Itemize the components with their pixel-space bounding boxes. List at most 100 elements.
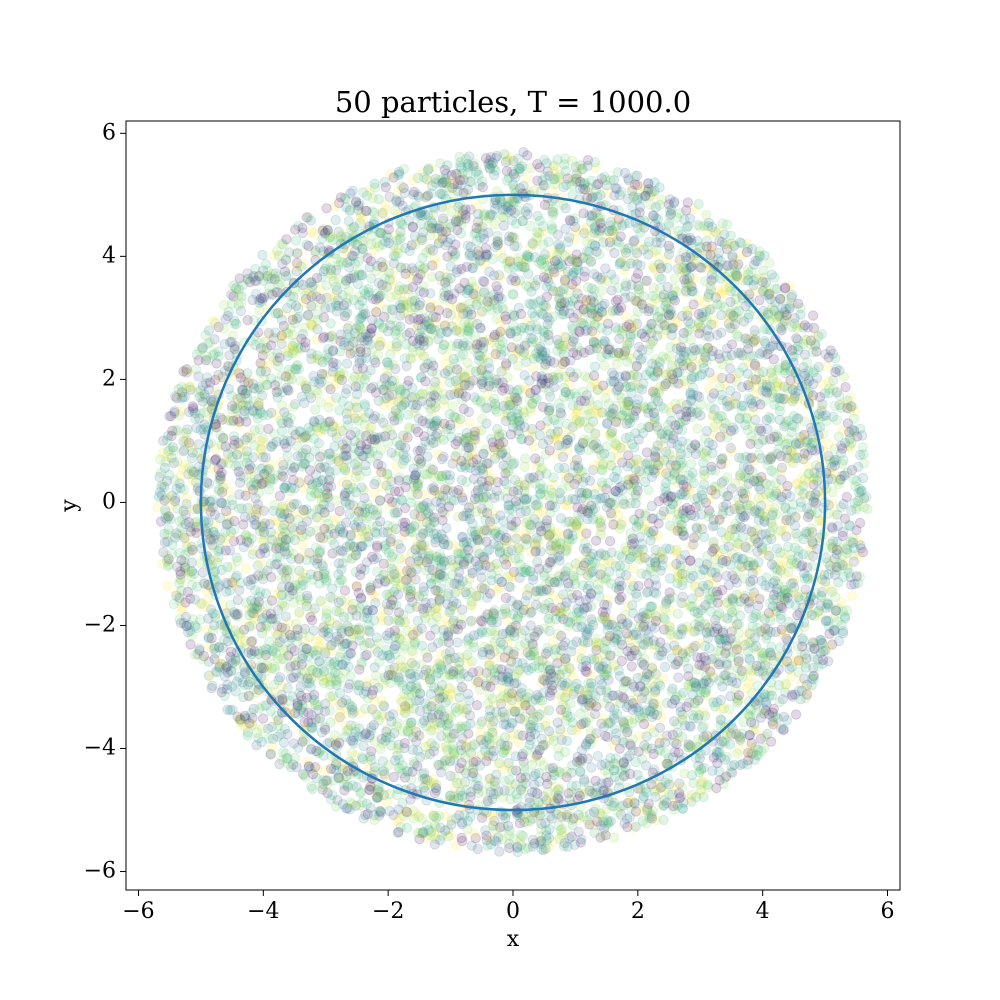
scatter-point (672, 727, 683, 738)
scatter-point (549, 434, 560, 445)
scatter-point (471, 299, 482, 310)
scatter-point (342, 781, 354, 792)
scatter-point (706, 269, 718, 280)
scatter-point (406, 717, 417, 728)
scatter-point (532, 210, 543, 222)
scatter-point (547, 730, 559, 742)
scatter-point (352, 278, 363, 290)
scatter-point (349, 520, 360, 531)
scatter-point (657, 441, 668, 453)
scatter-point (725, 691, 736, 702)
scatter-point (677, 576, 688, 587)
scatter-point (401, 822, 413, 833)
scatter-point (750, 611, 761, 622)
scatter-point (739, 471, 750, 482)
scatter-point (337, 761, 348, 773)
scatter-point (554, 766, 565, 778)
scatter-point (330, 214, 341, 226)
scatter-point (163, 430, 174, 441)
scatter-point (569, 411, 580, 422)
scatter-point (252, 413, 263, 424)
scatter-point (649, 686, 661, 698)
scatter-point (308, 625, 319, 636)
scatter-point (806, 445, 818, 456)
scatter-point (441, 224, 452, 235)
scatter-point (507, 309, 518, 320)
scatter-point (298, 458, 309, 469)
scatter-point (397, 458, 408, 469)
scatter-point (181, 620, 192, 632)
scatter-point (494, 582, 505, 593)
scatter-point (653, 496, 665, 507)
scatter-point (686, 564, 697, 575)
scatter-point (597, 480, 609, 492)
scatter-point (599, 335, 610, 346)
scatter-point (753, 438, 764, 450)
scatter-point (654, 357, 665, 368)
scatter-point (324, 502, 335, 513)
scatter-point (306, 615, 318, 626)
scatter-point (666, 698, 678, 709)
scatter-point (276, 400, 288, 411)
scatter-point (257, 249, 268, 261)
scatter-point (459, 434, 470, 445)
scatter-point (426, 162, 437, 174)
scatter-point (730, 306, 742, 318)
scatter-point (499, 712, 510, 723)
scatter-point (355, 592, 367, 603)
scatter-point (456, 474, 467, 486)
scatter-point (399, 394, 410, 405)
scatter-point (455, 745, 467, 756)
scatter-point (463, 553, 475, 564)
scatter-point (618, 758, 629, 769)
scatter-point (710, 488, 721, 500)
scatter-point (501, 452, 512, 463)
scatter-point (359, 288, 371, 300)
scatter-point (452, 560, 464, 571)
scatter-point (290, 235, 302, 246)
scatter-point (735, 512, 746, 524)
scatter-point (357, 295, 368, 306)
scatter-point (358, 688, 370, 699)
scatter-point (337, 441, 348, 453)
scatter-point (244, 429, 256, 441)
scatter-point (334, 368, 346, 379)
scatter-point (283, 418, 294, 429)
scatter-point (359, 419, 370, 430)
scatter-point (810, 329, 822, 341)
scatter-point (746, 748, 757, 759)
scatter-point (442, 307, 453, 319)
scatter-point (820, 552, 832, 564)
scatter-point (278, 239, 289, 250)
scatter-point (753, 600, 764, 611)
scatter-point (417, 166, 429, 177)
scatter-point (363, 283, 374, 295)
scatter-point (564, 424, 575, 436)
scatter-point (628, 581, 639, 592)
scatter-point (827, 486, 838, 498)
scatter-point (281, 327, 292, 338)
scatter-point (494, 547, 505, 558)
scatter-point (468, 473, 479, 484)
scatter-point (365, 365, 376, 376)
scatter-point (493, 270, 505, 281)
scatter-point (846, 579, 857, 590)
scatter-point (618, 770, 630, 782)
scatter-point (601, 616, 612, 627)
scatter-point (724, 505, 735, 517)
scatter-point (642, 802, 653, 814)
scatter-point (807, 560, 819, 572)
scatter-point (613, 646, 624, 657)
scatter-point (392, 628, 403, 639)
scatter-point (595, 569, 606, 580)
scatter-point (574, 326, 585, 338)
scatter-point (306, 301, 317, 312)
scatter-point (185, 639, 196, 650)
scatter-point (341, 358, 353, 369)
scatter-point (310, 404, 321, 415)
scatter-point (590, 690, 601, 702)
scatter-point (406, 547, 418, 558)
scatter-point (457, 349, 469, 360)
scatter-point (533, 692, 544, 703)
scatter-point (257, 713, 269, 724)
